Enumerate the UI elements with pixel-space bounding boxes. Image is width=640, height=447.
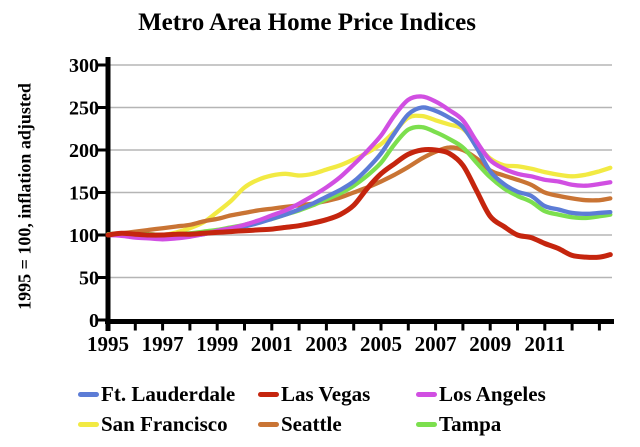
series-line-las-vegas [105,147,613,260]
y-tick-label: 0 [89,310,99,332]
legend-item-tampa: Tampa [416,411,501,437]
x-tick-label: 1999 [196,332,238,356]
legend-item-san-francisco: San Francisco [78,411,228,437]
x-tick-label: 1995 [87,332,129,356]
x-tick-label: 2007 [415,332,457,356]
legend-item-ft-lauderdale: Ft. Lauderdale [78,381,235,407]
series-line-ft-lauderdale [105,105,613,240]
y-tick-label: 300 [69,55,99,77]
legend-item-los-angeles: Los Angeles [416,381,546,407]
y-axis: 300 250 200 150 100 50 0 [69,55,111,332]
gridlines [108,64,612,279]
x-axis: 1995 1997 1999 2001 2003 2005 2007 2009 2011 [87,319,614,356]
y-tick-label: 50 [79,268,99,290]
x-tick-label: 2005 [360,332,402,356]
legend-label-ft-lauderdale: Ft. Lauderdale [101,381,236,406]
x-tick-label: 2011 [524,332,565,356]
x-tick-label: 2009 [469,332,511,356]
chart-title: Metro Area Home Price Indices [138,9,476,36]
series-group [105,94,613,260]
legend-swatch-seattle [258,421,279,427]
y-tick-label: 200 [69,140,99,162]
series-line-seattle [105,145,613,238]
x-tick-label: 2001 [251,332,293,356]
legend-swatch-las-vegas [258,391,279,397]
legend-item-las-vegas: Las Vegas [258,381,370,407]
legend-label-las-vegas: Las Vegas [281,381,371,406]
x-tick-label: 1997 [142,332,184,356]
legend-swatch-san-francisco [78,421,99,427]
legend-label-san-francisco: San Francisco [101,411,228,436]
x-tick-label: 2003 [305,332,347,356]
y-tick-label: 250 [69,98,99,120]
legend-item-seattle: Seattle [258,411,342,437]
legend-label-los-angeles: Los Angeles [439,381,546,406]
legend: Ft. Lauderdale Las Vegas Los Angeles San Fr… [0,381,640,443]
legend-swatch-ft-lauderdale [78,391,99,397]
legend-swatch-tampa [416,421,437,427]
legend-label-seattle: Seattle [281,411,342,436]
y-tick-label: 150 [69,183,99,205]
legend-label-tampa: Tampa [439,411,502,436]
legend-swatch-los-angeles [416,391,437,397]
series-line-tampa [105,124,613,238]
y-tick-label: 100 [69,225,99,247]
